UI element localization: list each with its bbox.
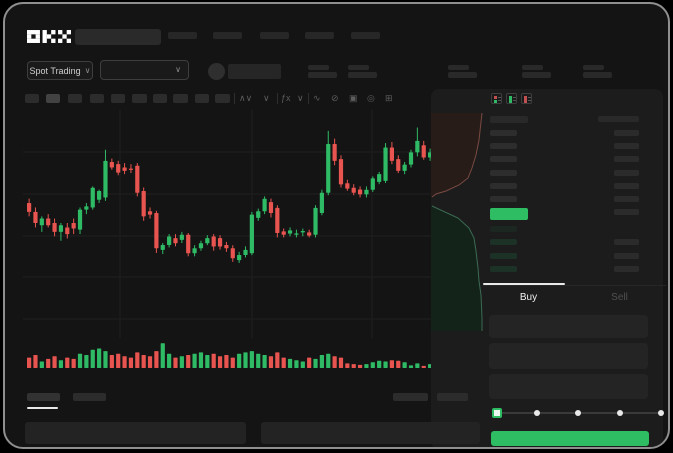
slider-handle[interactable]: [492, 408, 502, 418]
ask-price-placeholder[interactable]: [490, 143, 517, 150]
total-input[interactable]: [489, 374, 648, 399]
ask-amount-placeholder: [614, 182, 639, 189]
stat-value-placeholder: [308, 72, 337, 78]
timeframe-button[interactable]: [111, 94, 125, 103]
chart-type-dropdown-icon[interactable]: ∨: [263, 93, 270, 103]
order-details-panel-placeholder: [261, 422, 480, 444]
timeframe-button[interactable]: [68, 94, 82, 103]
ask-amount-placeholder: [614, 196, 639, 202]
tab-buy[interactable]: Buy: [519, 292, 538, 303]
stat-value-placeholder: [448, 72, 477, 78]
ask-amount-placeholder: [614, 143, 639, 150]
ask-price-placeholder[interactable]: [490, 156, 517, 163]
stat-label-placeholder: [348, 65, 369, 70]
tab-divider: [483, 285, 666, 286]
nav-item-placeholder[interactable]: [213, 32, 242, 39]
timeframe-button[interactable]: [90, 94, 104, 103]
orderbook-price-header-placeholder: [490, 116, 528, 123]
candlestick-chart[interactable]: [23, 110, 433, 338]
depth-chart: [431, 113, 484, 333]
app-window: Spot Trading ∨ ∨ ∧∨ ∨ ƒx ∨ ∿ ⊘ ▣ ◎ ⊞: [3, 2, 670, 449]
settings-icon[interactable]: ◎: [367, 93, 375, 103]
amount-slider[interactable]: [492, 408, 664, 418]
pair-coin-icon: [208, 63, 225, 80]
buy-submit-button[interactable]: [491, 431, 649, 446]
slider-stop-dot[interactable]: [533, 410, 540, 416]
snapshot-icon[interactable]: ▣: [349, 93, 358, 103]
stat-label-placeholder: [308, 65, 329, 70]
slider-stop-dot[interactable]: [658, 410, 664, 416]
orderbook-combined-view-icon[interactable]: [491, 93, 502, 104]
open-orders-panel-placeholder: [25, 422, 246, 444]
indicators-dropdown-icon[interactable]: ∨: [297, 93, 304, 103]
bid-price-placeholder[interactable]: [490, 226, 517, 232]
bid-amount-placeholder: [614, 252, 639, 259]
timeframe-button[interactable]: [25, 94, 39, 103]
market-type-selector[interactable]: Spot Trading ∨: [27, 61, 93, 80]
okx-logo[interactable]: [27, 29, 71, 44]
stat-label-placeholder: [522, 65, 543, 70]
bid-price-placeholder[interactable]: [490, 265, 517, 272]
timeframe-button[interactable]: [46, 94, 60, 103]
line-tool-icon[interactable]: ∿: [313, 93, 321, 103]
chevron-down-icon: ∨: [175, 65, 181, 74]
nav-item-placeholder[interactable]: [260, 32, 289, 39]
last-price-badge[interactable]: [490, 208, 528, 220]
pair-selector-dropdown[interactable]: ∨: [100, 60, 189, 80]
nav-item-placeholder[interactable]: [351, 32, 380, 39]
volume-chart: [23, 340, 433, 370]
slider-stop-dot[interactable]: [575, 410, 581, 416]
bid-amount-placeholder: [614, 239, 639, 246]
ask-price-placeholder[interactable]: [490, 130, 517, 136]
bottom-action-placeholder[interactable]: [393, 393, 428, 401]
ask-price-placeholder[interactable]: [490, 196, 517, 202]
stat-label-placeholder: [583, 65, 604, 70]
stat-label-placeholder: [448, 65, 469, 70]
okx-logo-glyph: [27, 30, 71, 43]
bid-price-placeholder[interactable]: [490, 239, 517, 246]
bottom-tab-orders[interactable]: [27, 393, 60, 401]
chevron-down-icon: ∨: [84, 65, 91, 75]
draw-tool-icon[interactable]: ⊘: [331, 93, 339, 103]
timeframe-button[interactable]: [132, 94, 147, 103]
bottom-tab-history[interactable]: [73, 393, 106, 401]
orderbook-asks-view-icon[interactable]: [521, 93, 532, 104]
nav-item-placeholder[interactable]: [168, 32, 197, 39]
bid-amount-placeholder: [614, 265, 639, 272]
last-amount-placeholder: [614, 209, 639, 215]
orderbook-panel: Buy Sell: [431, 89, 666, 447]
timeframe-button[interactable]: [153, 94, 167, 103]
tab-sell[interactable]: Sell: [611, 292, 628, 303]
stat-value-placeholder: [583, 72, 612, 78]
timeframe-button[interactable]: [195, 94, 209, 103]
orderbook-amount-header-placeholder: [598, 116, 639, 122]
amount-input[interactable]: [489, 343, 648, 369]
market-type-label: Spot Trading: [29, 65, 81, 76]
price-input[interactable]: [489, 315, 648, 338]
bid-price-placeholder[interactable]: [490, 252, 517, 259]
nav-item-placeholder[interactable]: [305, 32, 334, 39]
timeframe-button[interactable]: [173, 94, 188, 103]
ask-amount-placeholder: [614, 169, 639, 176]
timeframe-button[interactable]: [215, 94, 230, 103]
indicators-icon[interactable]: ƒx: [281, 93, 291, 103]
ask-amount-placeholder: [614, 130, 639, 136]
chart-type-icon[interactable]: ∧∨: [239, 93, 253, 103]
ask-price-placeholder[interactable]: [490, 169, 517, 176]
orderbook-bids-view-icon[interactable]: [506, 93, 517, 104]
ask-amount-placeholder: [614, 156, 639, 163]
stat-value-placeholder: [522, 72, 551, 78]
active-tab-indicator: [483, 283, 565, 285]
stat-value-placeholder: [348, 72, 377, 78]
ask-price-placeholder[interactable]: [490, 182, 517, 189]
pair-name-placeholder: [228, 64, 281, 79]
bottom-tab-active-underline: [27, 407, 58, 409]
bottom-action-placeholder[interactable]: [437, 393, 468, 401]
slider-stop-dot[interactable]: [616, 410, 623, 416]
search-input[interactable]: [75, 29, 161, 45]
fullscreen-icon[interactable]: ⊞: [385, 93, 393, 103]
